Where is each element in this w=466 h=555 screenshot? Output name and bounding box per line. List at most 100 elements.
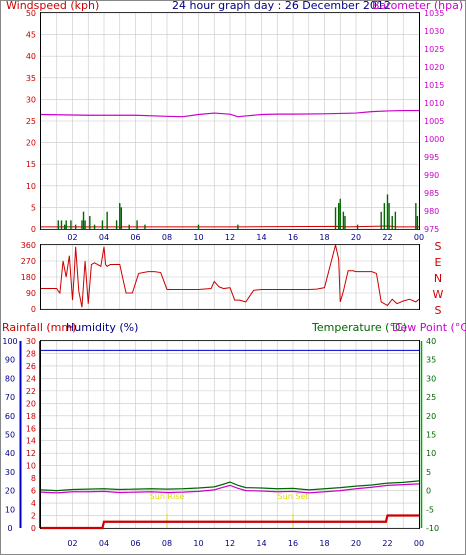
humidity-tick-label: 50 [5, 431, 15, 440]
panel1-x-tick-label: 00 [414, 233, 424, 242]
barometer-tick-label: 1015 [424, 81, 444, 90]
barometer-tick-label: 1020 [424, 63, 444, 72]
panel2-frame [40, 244, 420, 310]
rainfall-tick-label: 16 [26, 424, 36, 433]
panel1-frame [40, 12, 420, 230]
humidity-tick-label: 10 [5, 505, 15, 514]
wind-direction-line [41, 244, 420, 308]
panel3-x-tick-label: 00 [414, 539, 424, 548]
panel1-x-tick-label: 20 [351, 233, 361, 242]
rainfall-axis-title: Rainfall (mm) [2, 321, 76, 334]
panel3-x-tick-label: 06 [130, 539, 140, 548]
panel1-x-tick-label: 12 [225, 233, 235, 242]
humidity-axis-title: Humidity (%) [66, 321, 138, 334]
direction-tick-label: 360 [21, 241, 36, 250]
panel3-x-tick-label: 20 [351, 539, 361, 548]
windspeed-tick-label: 10 [26, 182, 36, 191]
temperature-tick-label: 30 [426, 374, 436, 383]
panel1-x-tick-label: 08 [162, 233, 172, 242]
dewpoint-axis-title: Dew Point (°C) [392, 321, 466, 334]
rainfall-tick-label: 26 [26, 362, 36, 371]
rainfall-tick-label: 6 [31, 487, 36, 496]
rainfall-tick-label: 10 [26, 462, 36, 471]
panel2-grid [41, 244, 419, 310]
compass-label: W [433, 288, 444, 301]
windspeed-tick-label: 40 [26, 52, 36, 61]
temperature-tick-label: 10 [426, 449, 436, 458]
windspeed-tick-label: 25 [26, 117, 36, 126]
temperature-tick-label: 15 [426, 431, 436, 440]
windspeed-tick-label: 15 [26, 160, 36, 169]
barometer-tick-label: 985 [424, 189, 439, 198]
barometer-tick-label: 1025 [424, 45, 444, 54]
panel2-series [41, 244, 420, 308]
temperature-tick-label: 5 [426, 468, 431, 477]
humidity-tick-label: 60 [5, 412, 15, 421]
sun-set-label: Sun Set [278, 492, 309, 501]
rainfall-tick-label: 24 [26, 374, 36, 383]
windspeed-tick-label: 50 [26, 9, 36, 18]
panel1-x-tick-label: 14 [256, 233, 266, 242]
panel1-x-tick-label: 06 [130, 233, 140, 242]
rainfall-tick-label: 12 [26, 449, 36, 458]
panel1-grid [41, 12, 419, 230]
barometer-tick-label: 1005 [424, 117, 444, 126]
panel3-x-tick-label: 04 [99, 539, 109, 548]
direction-tick-label: 0 [31, 305, 36, 314]
barometer-tick-label: 1000 [424, 135, 444, 144]
panel3-x-tick-label: 14 [256, 539, 266, 548]
panel1-x-tick-label: 18 [319, 233, 329, 242]
barometer-tick-label: 1030 [424, 27, 444, 36]
barometer-tick-label: 975 [424, 225, 439, 234]
rainfall-tick-label: 20 [26, 399, 36, 408]
temperature-tick-label: 40 [426, 337, 436, 346]
panel3-x-tick-label: 02 [67, 539, 77, 548]
rainfall-line [41, 514, 419, 530]
humidity-tick-label: 70 [5, 393, 15, 402]
barometer-axis-title: Barometer (hpa) [372, 0, 463, 12]
direction-tick-label: 90 [26, 289, 36, 298]
temperature-axis-title: Temperature (°C) [311, 321, 407, 334]
panel1-x-tick-label: 22 [382, 233, 392, 242]
humidity-tick-label: 30 [5, 468, 15, 477]
panel3-series: Sun Rise Sun Set [40, 349, 420, 530]
temperature-tick-label: 25 [426, 393, 436, 402]
barometer-tick-label: 1035 [424, 9, 444, 18]
windspeed-tick-label: 20 [26, 139, 36, 148]
sun-rise-label: Sun Rise [150, 492, 185, 501]
barometer-tick-label: 1010 [424, 99, 444, 108]
rainfall-tick-label: 22 [26, 387, 36, 396]
temperature-tick-label: 0 [426, 487, 431, 496]
temperature-tick-label: -5 [426, 505, 434, 514]
barometer-tick-label: 980 [424, 207, 439, 216]
panel3-x-tick-label: 16 [288, 539, 298, 548]
humidity-tick-label: 20 [5, 487, 15, 496]
panel3-x-tick-label: 10 [193, 539, 203, 548]
rainfall-tick-label: 14 [26, 437, 36, 446]
panel3-frame [40, 340, 420, 529]
panel1-x-tick-label: 02 [67, 233, 77, 242]
windspeed-tick-label: 30 [26, 95, 36, 104]
windspeed-axis-title: Windspeed (kph) [6, 0, 99, 12]
barometer-tick-label: 995 [424, 153, 439, 162]
panel1-x-tick-label: 10 [193, 233, 203, 242]
humidity-tick-label: 100 [2, 337, 17, 346]
humidity-tick-label: 40 [5, 449, 15, 458]
dewpoint-line [40, 483, 420, 494]
panel3-x-tick-label: 18 [319, 539, 329, 548]
panel3-x-tick-label: 22 [382, 539, 392, 548]
compass-label: S [435, 304, 442, 317]
panel1-x-tick-label: 04 [99, 233, 109, 242]
panel1-x-tick-label: 16 [288, 233, 298, 242]
panel3-x-tick-label: 12 [225, 539, 235, 548]
barometer-line [40, 109, 419, 118]
windspeed-tick-label: 35 [26, 74, 36, 83]
windspeed-tick-label: 0 [31, 225, 36, 234]
panel1-series [40, 109, 419, 229]
direction-tick-label: 270 [21, 257, 36, 266]
barometer-tick-label: 990 [424, 171, 439, 180]
windspeed-tick-label: 45 [26, 31, 36, 40]
temperature-tick-label: 20 [426, 412, 436, 421]
